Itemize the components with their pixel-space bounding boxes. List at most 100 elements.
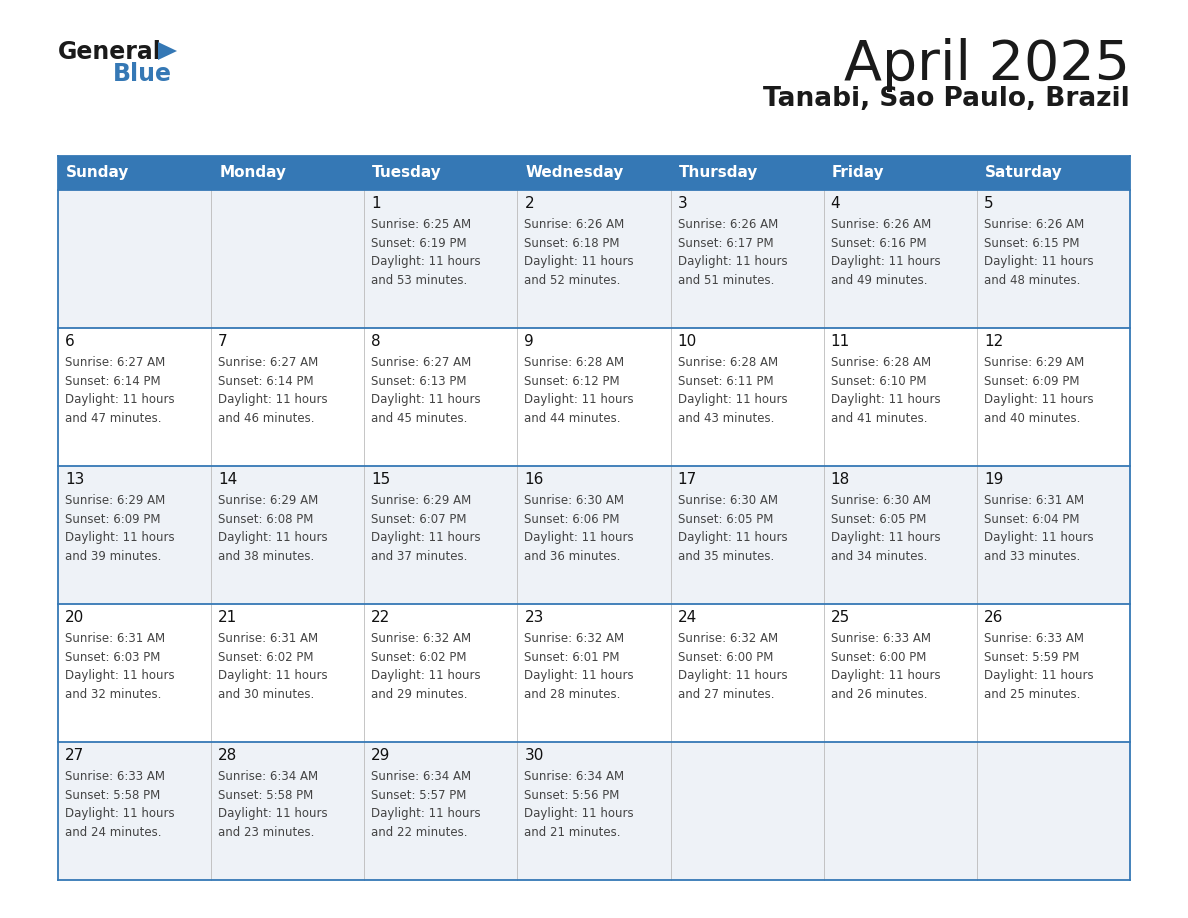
Text: Sunset: 6:02 PM: Sunset: 6:02 PM <box>219 651 314 664</box>
Text: Sunrise: 6:34 AM: Sunrise: 6:34 AM <box>219 770 318 783</box>
Text: 19: 19 <box>984 472 1003 487</box>
Text: 5: 5 <box>984 196 993 211</box>
Text: Sunrise: 6:27 AM: Sunrise: 6:27 AM <box>65 356 165 369</box>
Text: Sunrise: 6:28 AM: Sunrise: 6:28 AM <box>524 356 625 369</box>
Text: 23: 23 <box>524 610 544 625</box>
Text: and 24 minutes.: and 24 minutes. <box>65 825 162 838</box>
FancyBboxPatch shape <box>823 190 977 328</box>
Text: Daylight: 11 hours: Daylight: 11 hours <box>524 532 634 544</box>
FancyBboxPatch shape <box>518 742 670 880</box>
Text: Daylight: 11 hours: Daylight: 11 hours <box>524 255 634 268</box>
Text: Sunset: 6:05 PM: Sunset: 6:05 PM <box>830 512 927 526</box>
Text: Sunset: 6:19 PM: Sunset: 6:19 PM <box>372 237 467 250</box>
Text: Sunrise: 6:31 AM: Sunrise: 6:31 AM <box>219 632 318 644</box>
FancyBboxPatch shape <box>365 190 518 328</box>
Text: 6: 6 <box>65 334 75 349</box>
Text: Sunrise: 6:31 AM: Sunrise: 6:31 AM <box>65 632 165 644</box>
Text: Daylight: 11 hours: Daylight: 11 hours <box>524 394 634 407</box>
Text: Daylight: 11 hours: Daylight: 11 hours <box>524 808 634 821</box>
Text: Sunrise: 6:30 AM: Sunrise: 6:30 AM <box>677 494 778 507</box>
Text: and 22 minutes.: and 22 minutes. <box>372 825 468 838</box>
Text: 10: 10 <box>677 334 697 349</box>
Text: Sunrise: 6:34 AM: Sunrise: 6:34 AM <box>524 770 625 783</box>
Text: Sunset: 5:58 PM: Sunset: 5:58 PM <box>65 789 160 801</box>
Text: 3: 3 <box>677 196 688 211</box>
Text: and 30 minutes.: and 30 minutes. <box>219 688 315 700</box>
FancyBboxPatch shape <box>58 328 211 466</box>
Text: Daylight: 11 hours: Daylight: 11 hours <box>372 808 481 821</box>
Text: Sunrise: 6:28 AM: Sunrise: 6:28 AM <box>677 356 778 369</box>
Text: Daylight: 11 hours: Daylight: 11 hours <box>219 808 328 821</box>
Text: Sunset: 6:13 PM: Sunset: 6:13 PM <box>372 375 467 387</box>
Text: Sunset: 6:08 PM: Sunset: 6:08 PM <box>219 512 314 526</box>
Text: 16: 16 <box>524 472 544 487</box>
Text: Sunrise: 6:27 AM: Sunrise: 6:27 AM <box>219 356 318 369</box>
Text: Sunrise: 6:32 AM: Sunrise: 6:32 AM <box>524 632 625 644</box>
Text: Friday: Friday <box>832 165 884 181</box>
Text: Daylight: 11 hours: Daylight: 11 hours <box>830 255 941 268</box>
Text: Daylight: 11 hours: Daylight: 11 hours <box>984 532 1093 544</box>
Text: Sunrise: 6:32 AM: Sunrise: 6:32 AM <box>372 632 472 644</box>
Text: Sunrise: 6:26 AM: Sunrise: 6:26 AM <box>830 218 931 230</box>
FancyBboxPatch shape <box>58 190 211 328</box>
FancyBboxPatch shape <box>670 742 823 880</box>
Text: 17: 17 <box>677 472 697 487</box>
Text: Sunrise: 6:25 AM: Sunrise: 6:25 AM <box>372 218 472 230</box>
Text: Sunrise: 6:31 AM: Sunrise: 6:31 AM <box>984 494 1083 507</box>
Text: 11: 11 <box>830 334 849 349</box>
Text: and 41 minutes.: and 41 minutes. <box>830 411 927 424</box>
Text: Sunset: 6:11 PM: Sunset: 6:11 PM <box>677 375 773 387</box>
Text: and 29 minutes.: and 29 minutes. <box>372 688 468 700</box>
Text: and 48 minutes.: and 48 minutes. <box>984 274 1080 286</box>
Text: and 27 minutes.: and 27 minutes. <box>677 688 775 700</box>
Text: Sunrise: 6:29 AM: Sunrise: 6:29 AM <box>984 356 1085 369</box>
Text: and 28 minutes.: and 28 minutes. <box>524 688 621 700</box>
FancyBboxPatch shape <box>977 604 1130 742</box>
Text: Sunset: 6:10 PM: Sunset: 6:10 PM <box>830 375 927 387</box>
Text: Daylight: 11 hours: Daylight: 11 hours <box>677 669 788 682</box>
Text: Sunday: Sunday <box>67 165 129 181</box>
Text: and 26 minutes.: and 26 minutes. <box>830 688 927 700</box>
Text: Daylight: 11 hours: Daylight: 11 hours <box>372 255 481 268</box>
Text: 28: 28 <box>219 748 238 763</box>
FancyBboxPatch shape <box>211 604 365 742</box>
Text: Daylight: 11 hours: Daylight: 11 hours <box>372 532 481 544</box>
Text: 8: 8 <box>372 334 381 349</box>
Text: and 21 minutes.: and 21 minutes. <box>524 825 621 838</box>
Text: Sunrise: 6:29 AM: Sunrise: 6:29 AM <box>219 494 318 507</box>
Text: and 35 minutes.: and 35 minutes. <box>677 550 773 563</box>
Text: and 44 minutes.: and 44 minutes. <box>524 411 621 424</box>
FancyBboxPatch shape <box>365 328 518 466</box>
Text: and 36 minutes.: and 36 minutes. <box>524 550 621 563</box>
Text: Sunset: 5:58 PM: Sunset: 5:58 PM <box>219 789 314 801</box>
Text: Daylight: 11 hours: Daylight: 11 hours <box>219 394 328 407</box>
Text: Blue: Blue <box>113 62 172 86</box>
FancyBboxPatch shape <box>670 604 823 742</box>
Text: 26: 26 <box>984 610 1003 625</box>
Text: 20: 20 <box>65 610 84 625</box>
Text: 25: 25 <box>830 610 849 625</box>
Text: Sunrise: 6:34 AM: Sunrise: 6:34 AM <box>372 770 472 783</box>
Text: Monday: Monday <box>219 165 286 181</box>
FancyBboxPatch shape <box>977 328 1130 466</box>
Text: Daylight: 11 hours: Daylight: 11 hours <box>830 394 941 407</box>
Text: and 32 minutes.: and 32 minutes. <box>65 688 162 700</box>
Text: Daylight: 11 hours: Daylight: 11 hours <box>372 394 481 407</box>
Polygon shape <box>158 42 177 60</box>
FancyBboxPatch shape <box>58 742 211 880</box>
Text: Sunrise: 6:29 AM: Sunrise: 6:29 AM <box>65 494 165 507</box>
Text: Tanabi, Sao Paulo, Brazil: Tanabi, Sao Paulo, Brazil <box>763 86 1130 112</box>
Text: and 39 minutes.: and 39 minutes. <box>65 550 162 563</box>
Text: Saturday: Saturday <box>985 165 1062 181</box>
FancyBboxPatch shape <box>977 466 1130 604</box>
FancyBboxPatch shape <box>670 328 823 466</box>
Text: Sunset: 6:09 PM: Sunset: 6:09 PM <box>65 512 160 526</box>
Text: Sunset: 6:01 PM: Sunset: 6:01 PM <box>524 651 620 664</box>
Text: 1: 1 <box>372 196 381 211</box>
Text: Sunset: 6:02 PM: Sunset: 6:02 PM <box>372 651 467 664</box>
Text: Tuesday: Tuesday <box>372 165 442 181</box>
Text: and 53 minutes.: and 53 minutes. <box>372 274 468 286</box>
Text: Daylight: 11 hours: Daylight: 11 hours <box>830 669 941 682</box>
Text: Sunset: 6:05 PM: Sunset: 6:05 PM <box>677 512 773 526</box>
Text: Daylight: 11 hours: Daylight: 11 hours <box>65 669 175 682</box>
